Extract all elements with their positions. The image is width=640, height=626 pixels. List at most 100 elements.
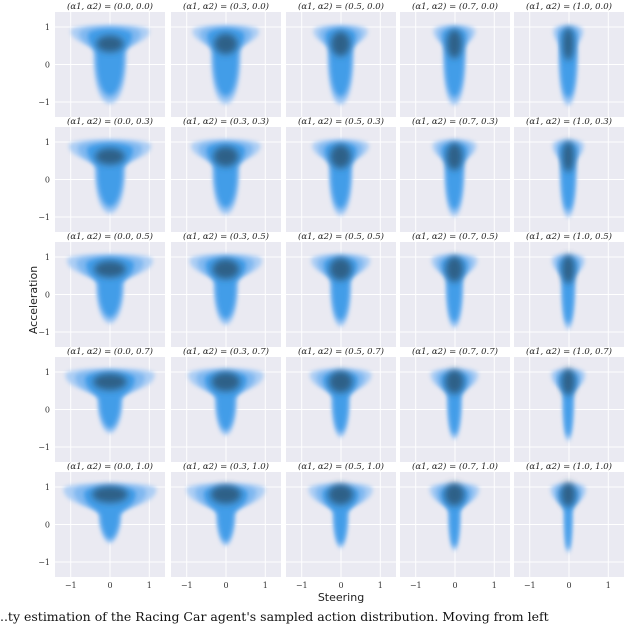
y-tick-label: 0 [45, 61, 50, 70]
y-tick-label: 0 [45, 291, 50, 300]
y-tick-label: −1 [38, 558, 50, 567]
y-tick-label: 0 [45, 406, 50, 415]
y-tick-label: 0 [45, 521, 50, 530]
panel-title: (α1, α2) = (0.7, 0.0) [412, 1, 498, 12]
density-core [211, 372, 241, 392]
kde-panel: (α1, α2) = (0.3, 0.7) [171, 346, 281, 462]
density-core [212, 259, 240, 279]
panel-grid: (α1, α2) = (0.0, 0.0)10−1(α1, α2) = (0.3… [38, 1, 624, 590]
panel-title: (α1, α2) = (0.7, 1.0) [412, 461, 498, 472]
x-tick-label: 0 [338, 581, 343, 590]
x-tick-label: 0 [223, 581, 228, 590]
panel-title: (α1, α2) = (0.0, 1.0) [67, 461, 153, 472]
density-core [213, 146, 239, 167]
density-core [561, 482, 576, 507]
panel-title: (α1, α2) = (0.0, 0.3) [67, 116, 153, 127]
panel-title: (α1, α2) = (0.3, 0.0) [183, 1, 269, 12]
density-core [328, 484, 354, 505]
kde-panel: (α1, α2) = (0.0, 0.5) 1 0 −1 [38, 231, 165, 347]
panel-title: (α1, α2) = (1.0, 0.0) [526, 1, 612, 12]
kde-panel: (α1, α2) = (0.5, 0.0) [286, 1, 396, 117]
x-tick-label: 1 [378, 581, 383, 590]
panel-title: (α1, α2) = (0.5, 1.0) [298, 461, 384, 472]
kde-panel: (α1, α2) = (0.3, 0.5) [171, 231, 281, 347]
kde-panel: (α1, α2) = (0.7, 1.0) −1 0 1 [400, 461, 510, 590]
density-core [96, 35, 124, 53]
panel-title: (α1, α2) = (0.3, 0.7) [183, 346, 269, 357]
y-tick-label: −1 [38, 328, 50, 337]
y-tick-label: 1 [45, 368, 50, 377]
x-tick-label: −1 [410, 581, 422, 590]
panel-title: (α1, α2) = (0.0, 0.5) [67, 231, 153, 242]
density-core [446, 142, 463, 171]
x-tick-label: 0 [452, 581, 457, 590]
panel-title: (α1, α2) = (0.7, 0.7) [412, 346, 498, 357]
density-core [561, 368, 575, 396]
y-axis-label: Acceleration [27, 266, 40, 334]
density-core [214, 33, 238, 55]
y-tick-label: 0 [45, 176, 50, 185]
x-tick-label: 1 [606, 581, 611, 590]
x-tick-label: −1 [181, 581, 193, 590]
density-core [330, 31, 351, 57]
kde-panel: (α1, α2) = (0.5, 0.5) [286, 231, 396, 347]
density-core [444, 483, 465, 506]
kde-panel: (α1, α2) = (0.5, 0.3) [286, 116, 396, 232]
panel-title: (α1, α2) = (0.3, 0.3) [183, 116, 269, 127]
density-core [329, 257, 352, 281]
y-tick-label: 1 [45, 483, 50, 492]
density-core [446, 29, 462, 59]
x-tick-label: 0 [107, 581, 112, 590]
panel-title: (α1, α2) = (0.0, 0.7) [67, 346, 153, 357]
panel-title: (α1, α2) = (0.0, 0.0) [67, 1, 153, 12]
y-tick-label: −1 [38, 443, 50, 452]
panel-title: (α1, α2) = (0.3, 1.0) [183, 461, 269, 472]
x-tick-label: 1 [147, 581, 152, 590]
kde-panel: (α1, α2) = (1.0, 0.7) [514, 346, 624, 462]
kde-panel: (α1, α2) = (0.3, 0.3) [171, 116, 281, 232]
panel-title: (α1, α2) = (0.3, 0.5) [183, 231, 269, 242]
figure-caption: ...ty estimation of the Racing Car agent… [0, 609, 549, 624]
kde-panel: (α1, α2) = (0.5, 0.7) [286, 346, 396, 462]
kde-panel: (α1, α2) = (0.3, 1.0) −1 0 1 [171, 461, 281, 590]
kde-panel: (α1, α2) = (0.5, 1.0) −1 0 1 [286, 461, 396, 590]
y-tick-label: −1 [38, 213, 50, 222]
density-core [445, 369, 464, 394]
x-tick-label: 0 [566, 581, 571, 590]
density-core [95, 148, 125, 165]
density-core [330, 144, 351, 169]
density-core [561, 254, 575, 284]
x-tick-label: 1 [492, 581, 497, 590]
y-tick-label: −1 [38, 98, 50, 107]
kde-panel: (α1, α2) = (0.0, 1.0) 1 0 −1 −1 0 1 [38, 461, 165, 590]
panel-title: (α1, α2) = (0.7, 0.3) [412, 116, 498, 127]
kde-panel: (α1, α2) = (1.0, 0.0) [514, 1, 624, 117]
kde-panel: (α1, α2) = (0.7, 0.5) [400, 231, 510, 347]
x-tick-label: −1 [65, 581, 77, 590]
y-tick-label: 1 [45, 253, 50, 262]
kde-panel: (α1, α2) = (0.0, 0.7) 1 0 −1 [38, 346, 165, 462]
panel-title: (α1, α2) = (0.5, 0.7) [298, 346, 384, 357]
density-core [210, 485, 241, 504]
kde-panel: (α1, α2) = (0.3, 0.0) [171, 1, 281, 117]
panel-title: (α1, α2) = (0.5, 0.5) [298, 231, 384, 242]
kde-panel: (α1, α2) = (1.0, 0.5) [514, 231, 624, 347]
kde-panel: (α1, α2) = (0.0, 0.3) 1 0 −1 [38, 116, 165, 232]
density-core [328, 371, 353, 393]
kde-panel: (α1, α2) = (0.7, 0.3) [400, 116, 510, 232]
kde-panel: (α1, α2) = (0.7, 0.0) [400, 1, 510, 117]
kde-panel: (α1, α2) = (0.0, 0.0) 1 0 −1 [38, 1, 165, 117]
density-core [93, 373, 127, 391]
x-tick-label: −1 [296, 581, 308, 590]
panel-title: (α1, α2) = (0.7, 0.5) [412, 231, 498, 242]
x-axis-label: Steering [318, 591, 364, 604]
panel-title: (α1, α2) = (1.0, 0.3) [526, 116, 612, 127]
density-core [445, 256, 464, 283]
kde-panel: (α1, α2) = (1.0, 0.3) [514, 116, 624, 232]
panel-title: (α1, α2) = (0.5, 0.3) [298, 116, 384, 127]
density-core [94, 260, 126, 278]
x-tick-label: 1 [263, 581, 268, 590]
density-core [562, 141, 575, 172]
panel-title: (α1, α2) = (0.5, 0.0) [298, 1, 384, 12]
